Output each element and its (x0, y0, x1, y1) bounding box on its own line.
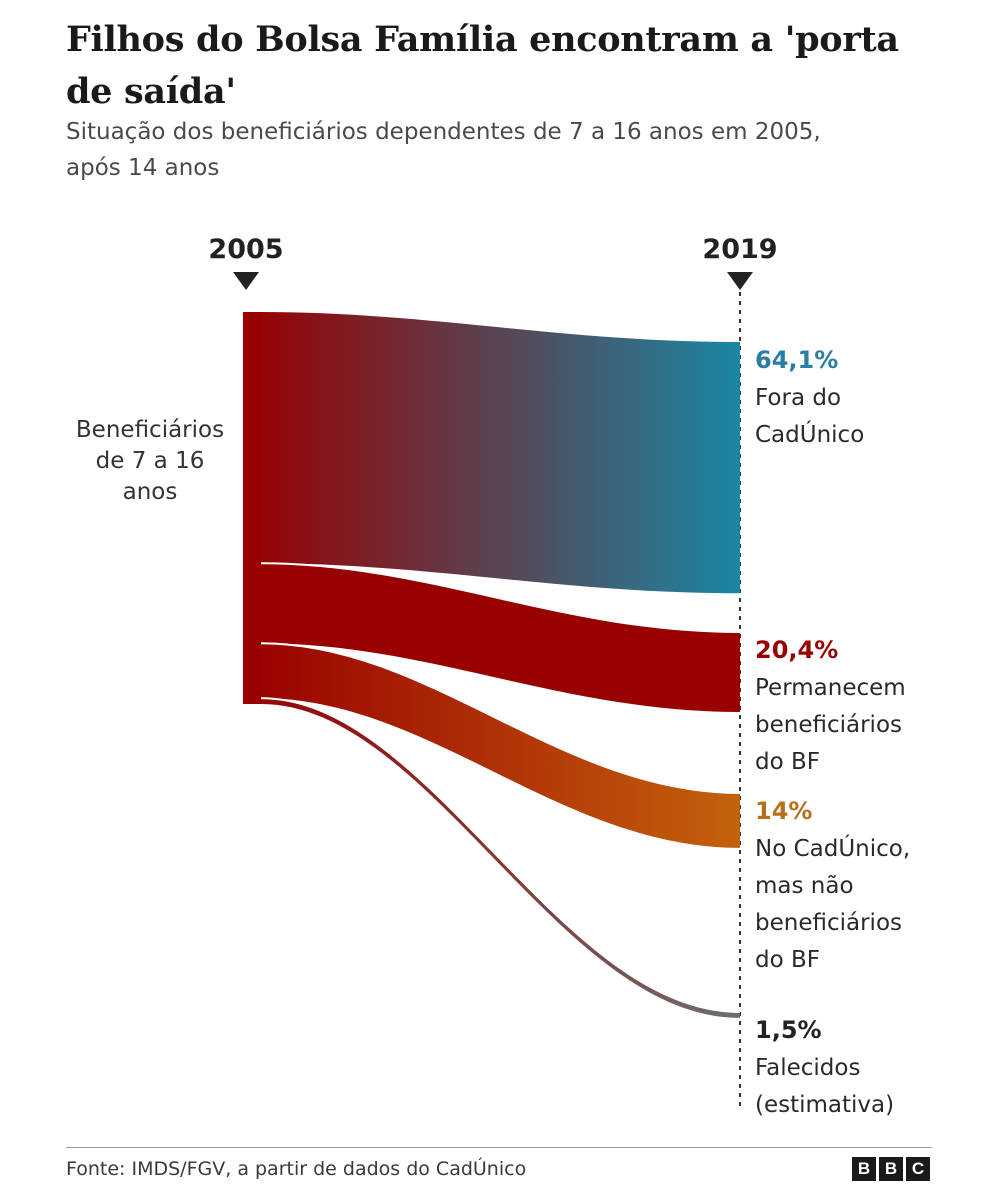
year-label: 2005 (208, 234, 283, 265)
source-note: Fonte: IMDS/FGV, a partir de dados do Ca… (66, 1158, 527, 1180)
flow-value-label: 64,1% (755, 346, 838, 374)
flow-category-label: Falecidos (755, 1055, 860, 1081)
flow-separator (260, 562, 741, 633)
flow-separator (260, 697, 741, 1013)
flow-value-label: 20,4% (755, 636, 838, 664)
flow-band (261, 563, 740, 712)
source-node-label: Beneficiários (76, 417, 224, 443)
bbc-logo: B B C (852, 1157, 930, 1181)
flow-category-label: beneficiários (755, 712, 902, 738)
footer-divider (66, 1147, 932, 1148)
flow-category-label: Fora do (755, 385, 841, 411)
chart-title: Filhos do Bolsa Família encontram a 'por… (66, 19, 899, 112)
flow-band (261, 312, 740, 594)
flow-category-label: do BF (755, 947, 820, 973)
bbc-logo-letter: B (852, 1157, 876, 1181)
flow-value-label: 14% (755, 797, 812, 825)
source-node-bar (243, 312, 261, 704)
flow-category-label: Permanecem (755, 675, 906, 701)
chart-subtitle: Situação dos beneficiários dependentes d… (66, 119, 821, 181)
flow-category-label: (estimativa) (755, 1092, 894, 1118)
flow-category-label: No CadÚnico, (755, 834, 910, 862)
flow-separator (260, 642, 741, 794)
flow-category-label: mas não (755, 873, 854, 899)
bbc-logo-letter: B (879, 1157, 903, 1181)
year-marker-icon (233, 272, 259, 290)
flow-value-label: 1,5% (755, 1016, 822, 1044)
source-node-label: de 7 a 16 (96, 448, 205, 474)
flow-band (261, 643, 740, 848)
source-node-label: anos (123, 479, 178, 505)
bbc-logo-letter: C (906, 1157, 930, 1181)
year-marker-icon (727, 272, 753, 290)
year-label: 2019 (702, 234, 777, 265)
flow-category-label: CadÚnico (755, 420, 864, 448)
flow-category-label: beneficiários (755, 910, 902, 936)
flow-category-label: do BF (755, 749, 820, 775)
